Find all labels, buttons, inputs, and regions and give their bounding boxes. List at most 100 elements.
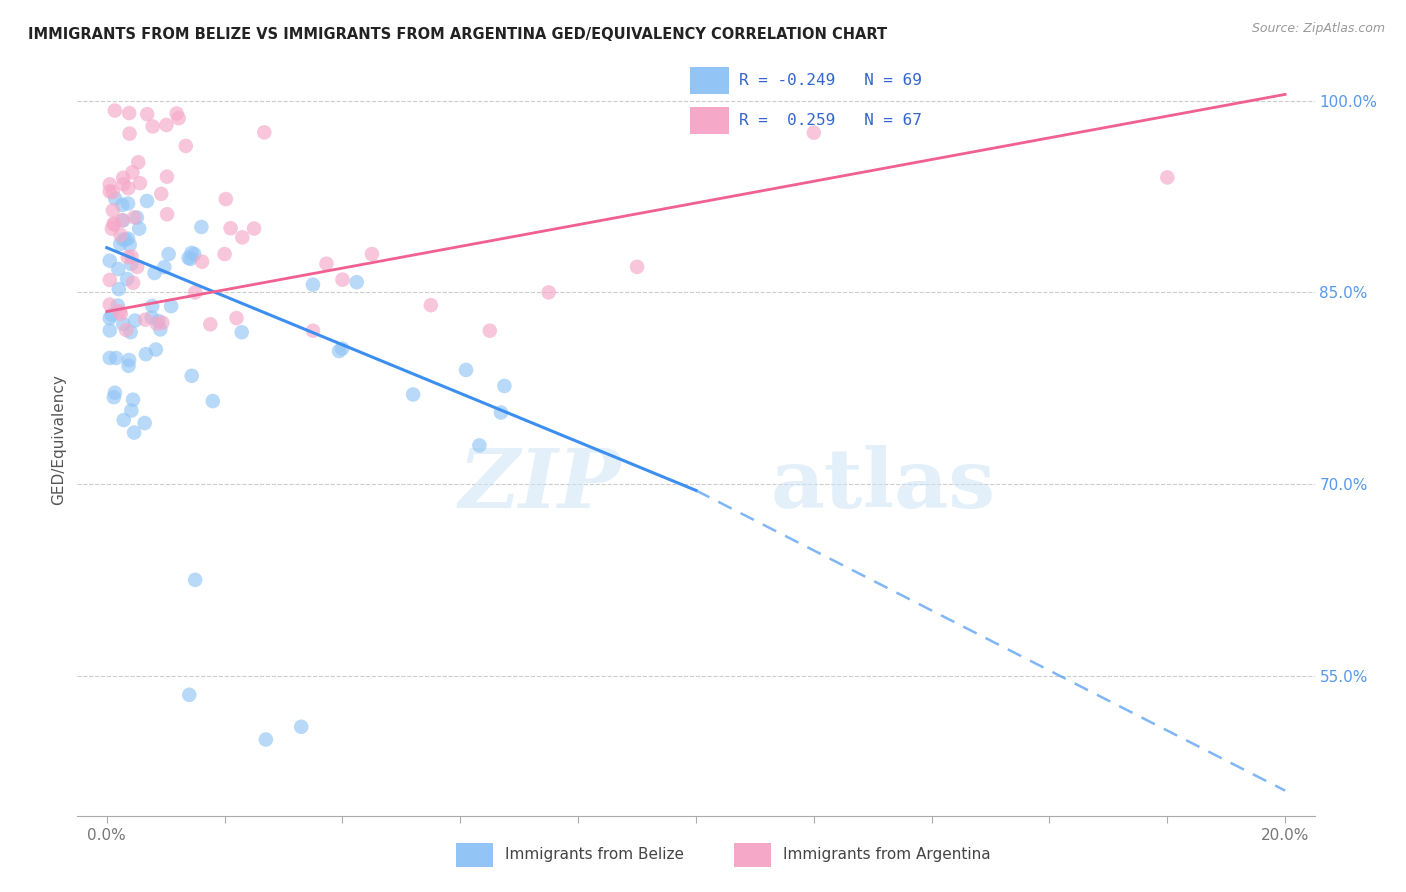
Point [117,250,139,264]
Point [98,178,121,192]
Point [201,394,224,409]
Point [135,347,157,361]
Point [104,192,127,206]
Point [98,311,121,326]
Text: Immigrants from Argentina: Immigrants from Argentina [783,847,991,862]
Point [1156,170,1178,185]
Point [125,211,148,225]
Point [111,213,134,227]
Point [231,325,253,339]
Point [146,317,169,331]
Point [478,324,501,338]
Point [101,203,124,218]
Point [115,323,138,337]
Point [254,732,277,747]
Point [122,276,145,290]
Point [136,194,159,208]
Text: R = -0.249   N = 69: R = -0.249 N = 69 [740,73,922,88]
Point [419,298,441,312]
Point [302,324,325,338]
Point [124,313,146,327]
Point [122,392,145,407]
Point [330,342,353,356]
Point [253,125,276,139]
Text: ZIP: ZIP [460,444,621,524]
Point [167,111,190,125]
Point [225,311,247,326]
Text: IMMIGRANTS FROM BELIZE VS IMMIGRANTS FROM ARGENTINA GED/EQUIVALENCY CORRELATION : IMMIGRANTS FROM BELIZE VS IMMIGRANTS FRO… [28,27,887,42]
Point [118,127,141,141]
Point [134,312,156,326]
Point [98,351,121,365]
Text: Immigrants from Belize: Immigrants from Belize [505,847,685,862]
Point [328,344,350,359]
Point [114,233,136,247]
Point [104,103,127,118]
Point [98,323,121,337]
Point [494,379,516,393]
Point [107,299,129,313]
Text: atlas: atlas [770,444,995,524]
Point [184,285,207,300]
Point [141,310,163,325]
Point [118,237,141,252]
Point [122,211,145,225]
Point [177,251,200,265]
Point [803,126,825,140]
Point [361,247,384,261]
Point [184,573,207,587]
Point [110,307,132,321]
Point [180,252,202,266]
Point [112,170,135,185]
Point [179,688,201,702]
Point [127,260,149,274]
Point [108,237,131,252]
Point [120,257,142,271]
Point [117,196,139,211]
Point [156,169,179,184]
Point [191,254,214,268]
Point [115,272,138,286]
Point [127,155,149,169]
Point [231,230,253,244]
Point [117,232,139,246]
Point [149,322,172,336]
Text: Source: ZipAtlas.com: Source: ZipAtlas.com [1251,22,1385,36]
Point [136,107,159,121]
Point [118,353,141,368]
Point [153,260,176,275]
Point [103,218,125,232]
Point [402,387,425,401]
Point [346,275,368,289]
Point [101,308,124,322]
Point [117,181,139,195]
Point [108,304,131,318]
Point [219,221,242,235]
Point [107,282,129,296]
Point [183,247,205,261]
Point [112,317,135,331]
Point [157,247,180,261]
Point [290,720,312,734]
Point [200,318,222,332]
Point [302,277,325,292]
Point [454,363,477,377]
Point [150,316,173,330]
Point [180,245,202,260]
Point [104,385,127,400]
Point [101,185,124,199]
Point [141,299,163,313]
FancyBboxPatch shape [734,843,770,866]
Point [143,266,166,280]
Point [105,351,128,365]
Text: R =  0.259   N = 67: R = 0.259 N = 67 [740,113,922,128]
Point [98,297,121,311]
Point [121,250,143,264]
Point [98,273,121,287]
Y-axis label: GED/Equivalency: GED/Equivalency [51,374,66,505]
FancyBboxPatch shape [690,67,728,95]
Point [120,403,142,417]
Point [101,221,124,235]
Point [118,106,141,120]
Point [103,390,125,404]
